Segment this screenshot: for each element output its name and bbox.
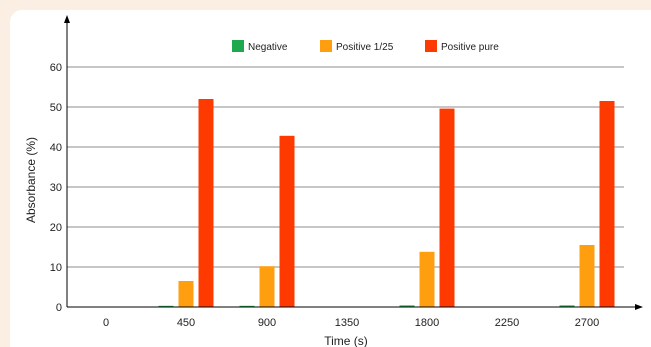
legend-label: Positive pure — [441, 42, 499, 53]
bar — [178, 281, 194, 307]
bar — [158, 305, 174, 307]
x-tick-label: 1350 — [335, 317, 359, 329]
x-tick-label: 0 — [103, 317, 109, 329]
bar — [198, 99, 214, 307]
legend-swatch — [232, 40, 244, 52]
bar — [599, 101, 615, 307]
x-tick-label: 2250 — [495, 317, 519, 329]
x-tick-label: 2700 — [575, 317, 599, 329]
legend-label: Negative — [248, 42, 288, 53]
x-tick-label: 900 — [258, 317, 276, 329]
y-tick-label: 50 — [50, 102, 62, 114]
y-axis-arrow — [64, 15, 70, 23]
x-tick-labels: 0 450 900 1350 1800 2250 2700 — [103, 317, 599, 329]
y-tick-label: 40 — [50, 142, 62, 154]
chart-frame — [10, 10, 651, 347]
legend: Negative Positive 1/25 Positive pure — [232, 40, 499, 53]
legend-swatch — [320, 40, 332, 52]
x-axis-title: Time (s) — [324, 334, 368, 347]
axes — [64, 15, 643, 310]
legend-label: Positive 1/25 — [336, 42, 394, 53]
bar — [279, 135, 295, 307]
bar — [399, 305, 415, 307]
x-axis-arrow — [635, 304, 643, 310]
y-tick-label: 10 — [50, 262, 62, 274]
bar — [559, 305, 575, 307]
bar — [419, 251, 435, 307]
bar — [239, 305, 255, 307]
gridlines — [67, 66, 624, 268]
y-tick-label: 30 — [50, 182, 62, 194]
bars — [158, 99, 615, 307]
y-tick-label: 60 — [50, 62, 62, 74]
bar — [579, 245, 595, 307]
x-tick-label: 450 — [177, 317, 195, 329]
y-tick-label: 0 — [56, 302, 62, 314]
y-axis-title: Absorbance (%) — [24, 137, 38, 223]
y-tick-label: 20 — [50, 222, 62, 234]
y-tick-labels: 0 10 20 30 40 50 60 — [50, 62, 62, 314]
bar — [439, 108, 455, 307]
x-tick-label: 1800 — [415, 317, 439, 329]
bar — [259, 266, 275, 307]
legend-swatch — [425, 40, 437, 52]
